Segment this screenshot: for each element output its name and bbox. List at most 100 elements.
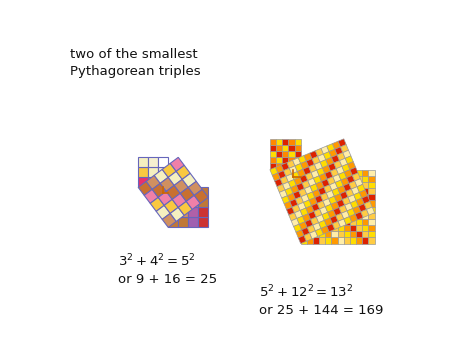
Polygon shape [368,237,374,244]
Polygon shape [295,197,303,205]
Polygon shape [358,204,366,212]
Polygon shape [319,237,325,244]
Polygon shape [152,183,166,197]
Polygon shape [302,214,310,222]
Polygon shape [340,191,348,200]
Polygon shape [356,201,362,207]
Polygon shape [296,230,304,238]
Polygon shape [362,225,368,231]
Polygon shape [188,197,198,207]
Polygon shape [168,197,178,207]
Polygon shape [303,200,311,208]
Polygon shape [319,207,328,215]
Polygon shape [180,187,194,201]
Polygon shape [346,175,355,184]
Polygon shape [325,171,333,179]
Polygon shape [299,189,307,197]
Polygon shape [301,237,307,244]
Polygon shape [313,176,319,182]
Polygon shape [307,219,313,225]
Polygon shape [168,171,182,185]
Polygon shape [356,198,364,206]
Polygon shape [317,201,325,209]
Polygon shape [328,210,336,218]
Polygon shape [335,147,343,155]
Polygon shape [331,170,337,176]
Polygon shape [327,177,335,185]
Polygon shape [326,191,334,198]
Polygon shape [313,170,319,176]
Polygon shape [368,219,374,225]
Text: $5^2 + 12^2 = 13^2$
or 25 + 144 = 169: $5^2 + 12^2 = 13^2$ or 25 + 144 = 169 [259,284,383,317]
Polygon shape [307,201,313,207]
Polygon shape [288,164,294,170]
Polygon shape [345,203,353,211]
Polygon shape [148,157,158,167]
Polygon shape [325,213,331,219]
Polygon shape [293,191,301,199]
Polygon shape [313,176,321,184]
Polygon shape [362,176,368,182]
Polygon shape [344,176,350,182]
Polygon shape [337,194,344,201]
Polygon shape [337,201,344,207]
Polygon shape [198,207,208,217]
Polygon shape [344,217,352,225]
Polygon shape [349,181,357,189]
Polygon shape [313,237,319,244]
Polygon shape [150,197,164,211]
Polygon shape [282,157,288,164]
Polygon shape [331,219,337,225]
Polygon shape [346,189,354,197]
Polygon shape [366,207,374,215]
Polygon shape [319,207,325,213]
Polygon shape [301,161,309,169]
Polygon shape [276,164,282,170]
Polygon shape [319,174,327,181]
Polygon shape [310,231,318,239]
Polygon shape [356,188,362,194]
Polygon shape [313,231,319,237]
Polygon shape [315,195,323,203]
Polygon shape [312,190,320,198]
Polygon shape [356,170,362,176]
Polygon shape [356,237,362,244]
Polygon shape [288,180,296,188]
Polygon shape [350,231,356,237]
Polygon shape [350,188,356,194]
Polygon shape [312,157,320,164]
Polygon shape [270,145,276,151]
Polygon shape [325,188,331,194]
Polygon shape [350,167,358,175]
Polygon shape [176,165,190,179]
Polygon shape [144,189,158,203]
Polygon shape [319,176,325,182]
Polygon shape [287,193,295,201]
Polygon shape [168,187,178,197]
Polygon shape [319,182,325,188]
Polygon shape [325,194,331,201]
Polygon shape [362,182,368,188]
Polygon shape [287,160,295,168]
Polygon shape [178,217,188,228]
Polygon shape [341,211,349,219]
Polygon shape [344,188,350,194]
Polygon shape [276,151,282,157]
Polygon shape [274,179,283,187]
Polygon shape [361,209,369,218]
Polygon shape [309,198,317,206]
Polygon shape [344,170,352,178]
Polygon shape [178,197,188,207]
Polygon shape [138,167,148,178]
Polygon shape [301,228,310,235]
Polygon shape [319,220,327,228]
Polygon shape [276,145,282,151]
Polygon shape [322,212,330,220]
Polygon shape [158,167,168,178]
Polygon shape [288,157,294,164]
Polygon shape [307,170,313,176]
Polygon shape [341,178,349,186]
Polygon shape [343,184,351,191]
Polygon shape [355,179,363,187]
Polygon shape [301,194,307,201]
